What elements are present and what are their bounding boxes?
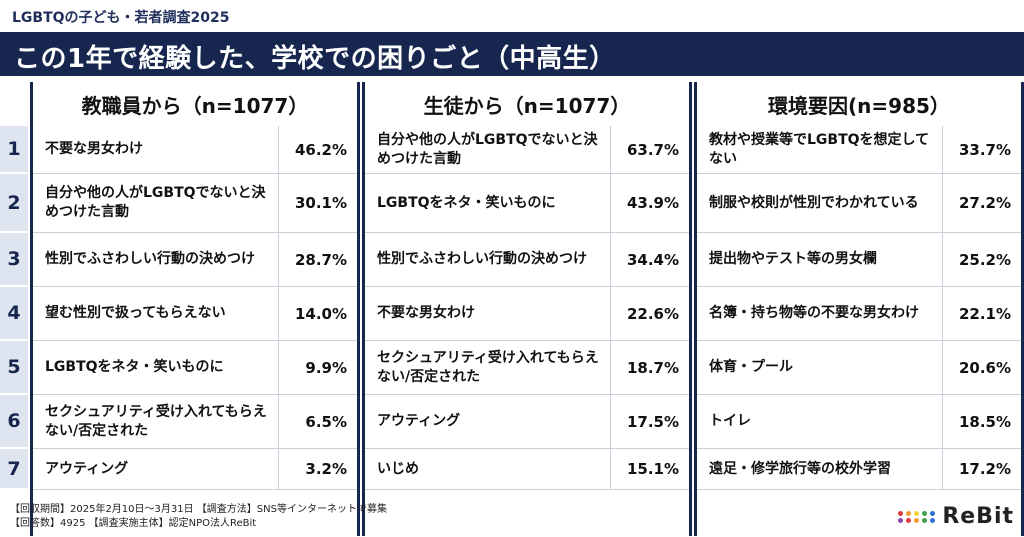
item-percentage: 63.7% bbox=[610, 126, 689, 174]
item-percentage: 9.9% bbox=[278, 341, 357, 395]
rank-number: 1 bbox=[0, 126, 28, 173]
rank-number: 4 bbox=[0, 287, 28, 340]
column-group bbox=[30, 126, 360, 536]
logo-dot bbox=[906, 517, 912, 523]
item-label: 教材や授業等でLGBTQを想定してない bbox=[697, 126, 942, 174]
survey-label: LGBTQの子ども・若者調査2025 bbox=[12, 10, 230, 26]
item-label: トイレ bbox=[697, 395, 942, 449]
item-percentage: 20.6% bbox=[942, 341, 1021, 395]
item-percentage: 34.4% bbox=[610, 233, 689, 287]
logo-dot bbox=[922, 517, 928, 523]
column-header: 教職員から（n=1077） bbox=[30, 82, 360, 126]
item-label: 自分や他の人がLGBTQでないと決めつけた言動 bbox=[365, 126, 610, 174]
item-percentage: 28.7% bbox=[278, 233, 357, 287]
item-percentage: 17.2% bbox=[942, 449, 1021, 490]
item-label: 提出物やテスト等の男女欄 bbox=[697, 233, 942, 287]
item-percentage: 30.1% bbox=[278, 174, 357, 233]
item-label: LGBTQをネタ・笑いものに bbox=[365, 174, 610, 233]
item-percentage: 22.1% bbox=[942, 287, 1021, 341]
item-percentage: 18.7% bbox=[610, 341, 689, 395]
item-percentage: 17.5% bbox=[610, 395, 689, 449]
item-label: 自分や他の人がLGBTQでないと決めつけた言動 bbox=[33, 174, 278, 233]
item-label: 遠足・修学旅行等の校外学習 bbox=[697, 449, 942, 490]
footer-line-1: 【回収期間】2025年2月10日～3月31日 【調査方法】SNS等インターネット… bbox=[10, 504, 387, 515]
logo-dot bbox=[914, 510, 920, 516]
item-percentage: 22.6% bbox=[610, 287, 689, 341]
item-label: 制服や校則が性別でわかれている bbox=[697, 174, 942, 233]
item-label: セクシュアリティ受け入れてもらえない/否定された bbox=[33, 395, 278, 449]
item-label: 不要な男女わけ bbox=[365, 287, 610, 341]
item-label: 名簿・持ち物等の不要な男女わけ bbox=[697, 287, 942, 341]
item-label: 性別でふさわしい行動の決めつけ bbox=[33, 233, 278, 287]
rank-number: 2 bbox=[0, 174, 28, 232]
column-header: 生徒から（n=1077） bbox=[362, 82, 692, 126]
logo-dot bbox=[914, 517, 920, 523]
item-percentage: 25.2% bbox=[942, 233, 1021, 287]
item-percentage: 3.2% bbox=[278, 449, 357, 490]
footer: 【回収期間】2025年2月10日～3月31日 【調査方法】SNS等インターネット… bbox=[10, 503, 387, 531]
item-label: 不要な男女わけ bbox=[33, 126, 278, 174]
item-percentage: 43.9% bbox=[610, 174, 689, 233]
title-bar: この1年で経験した、学校での困りごと（中高生） bbox=[0, 32, 1024, 76]
survey-label-strip: LGBTQの子ども・若者調査2025 bbox=[0, 0, 1024, 30]
column-header: 環境要因(n=985） bbox=[694, 82, 1024, 126]
rebit-logo: ReBit bbox=[898, 504, 1014, 529]
logo-dot bbox=[930, 510, 936, 516]
item-percentage: 6.5% bbox=[278, 395, 357, 449]
column-group bbox=[362, 126, 692, 536]
rank-number: 6 bbox=[0, 395, 28, 448]
logo-dots-icon bbox=[898, 510, 936, 523]
footer-line-2: 【回答数】4925 【調査実施主体】認定NPO法人ReBit bbox=[10, 518, 257, 529]
rank-number: 5 bbox=[0, 341, 28, 394]
logo-dot bbox=[898, 517, 904, 523]
logo-dot bbox=[922, 510, 928, 516]
logo-dot bbox=[906, 510, 912, 516]
column-group bbox=[694, 126, 1024, 536]
rank-number: 3 bbox=[0, 233, 28, 286]
item-percentage: 46.2% bbox=[278, 126, 357, 174]
item-label: セクシュアリティ受け入れてもらえない/否定された bbox=[365, 341, 610, 395]
item-label: アウティング bbox=[33, 449, 278, 490]
item-label: 望む性別で扱ってもらえない bbox=[33, 287, 278, 341]
item-label: 性別でふさわしい行動の決めつけ bbox=[365, 233, 610, 287]
item-label: 体育・プール bbox=[697, 341, 942, 395]
logo-text: ReBit bbox=[942, 504, 1014, 529]
item-label: いじめ bbox=[365, 449, 610, 490]
logo-dot bbox=[930, 517, 936, 523]
item-percentage: 15.1% bbox=[610, 449, 689, 490]
item-percentage: 14.0% bbox=[278, 287, 357, 341]
page-title: この1年で経験した、学校での困りごと（中高生） bbox=[14, 44, 616, 74]
item-label: LGBTQをネタ・笑いものに bbox=[33, 341, 278, 395]
item-label: アウティング bbox=[365, 395, 610, 449]
item-percentage: 27.2% bbox=[942, 174, 1021, 233]
rank-number: 7 bbox=[0, 449, 28, 489]
logo-dot bbox=[898, 510, 904, 516]
item-percentage: 18.5% bbox=[942, 395, 1021, 449]
item-percentage: 33.7% bbox=[942, 126, 1021, 174]
